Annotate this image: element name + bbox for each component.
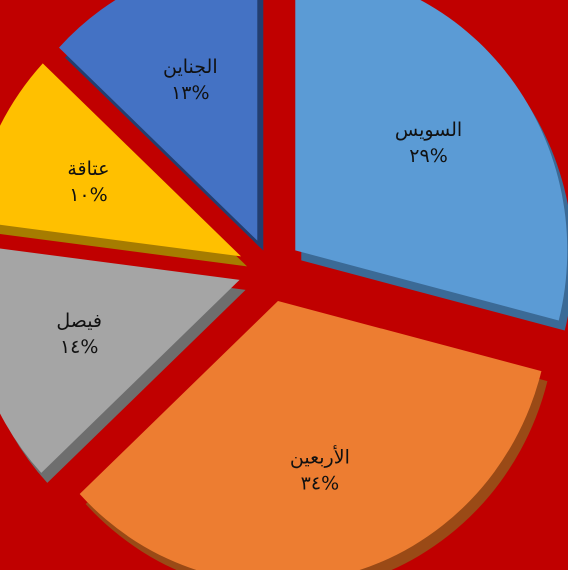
- slice-value-0: ٢٩%: [409, 145, 447, 167]
- slice-label-3: عتاقة: [67, 158, 109, 180]
- slice-value-2: ١٤%: [60, 336, 98, 358]
- slice-value-3: ١٠%: [69, 184, 107, 206]
- slice-label-4: الجناين: [163, 56, 218, 78]
- slice-label-0: السويس: [395, 119, 462, 141]
- pie-slice-1: [79, 300, 542, 570]
- pie-slice-2: [0, 248, 240, 473]
- slice-label-2: فيصل: [56, 310, 102, 332]
- pie-slice-0: [295, 0, 568, 321]
- pie-slice-3: [0, 63, 242, 257]
- slice-value-4: ١٣%: [171, 82, 209, 104]
- slice-value-1: ٣٤%: [301, 472, 339, 494]
- slice-label-1: الأربعين: [290, 445, 350, 468]
- pie-slice-4: [59, 0, 258, 241]
